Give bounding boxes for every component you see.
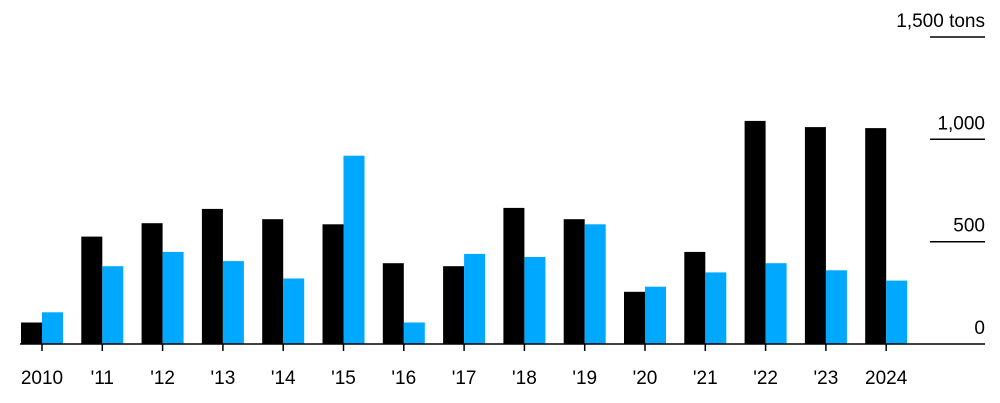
bar-series-1-12 [744, 120, 766, 345]
y-tick-label: 1,500 tons [896, 11, 985, 32]
bar-series-2-2 [162, 251, 184, 344]
bar-series-1-11 [684, 251, 706, 344]
bars-group [21, 120, 908, 345]
bar-series-1-6 [382, 263, 404, 344]
bar-series-2-7 [464, 253, 486, 344]
bar-series-1-4 [262, 219, 284, 344]
bar-series-1-8 [503, 207, 525, 344]
bar-series-1-3 [201, 208, 223, 344]
x-tick-label: '23 [814, 368, 839, 389]
bar-series-2-8 [524, 257, 546, 344]
x-tick-label: '16 [391, 368, 416, 389]
bar-series-2-13 [825, 270, 847, 344]
bar-series-1-7 [443, 266, 465, 344]
x-tick-label: '12 [150, 368, 175, 389]
bar-series-2-1 [102, 266, 124, 344]
x-tick-label: '13 [211, 368, 236, 389]
bar-series-1-10 [624, 291, 645, 344]
bar-series-1-14 [865, 128, 887, 344]
x-tick-label: '22 [753, 368, 778, 389]
bar-series-2-12 [765, 263, 787, 344]
x-tick-label: '20 [633, 368, 658, 389]
bar-series-2-6 [403, 322, 425, 344]
x-tick-label: 2024 [865, 368, 908, 389]
bar-series-2-5 [343, 155, 365, 344]
bar-series-1-1 [81, 236, 103, 344]
bar-series-2-9 [584, 224, 606, 344]
bar-series-2-14 [886, 280, 908, 344]
x-tick-label: '14 [271, 368, 296, 389]
x-tick-label: 2010 [21, 368, 63, 389]
bar-series-1-2 [141, 223, 163, 344]
bar-series-2-0 [42, 312, 63, 344]
bar-series-1-13 [804, 127, 826, 344]
y-tick-labels-group: 0 500 1,000 1,500 tons [896, 11, 985, 339]
x-tick-label: '18 [512, 368, 537, 389]
y-tick-label: 1,000 [937, 113, 985, 134]
bar-series-1-5 [322, 224, 344, 344]
x-tick-label: '11 [91, 368, 114, 389]
y-tick-label: 0 [974, 318, 985, 339]
bar-series-2-3 [222, 261, 244, 344]
bar-series-2-11 [705, 272, 727, 344]
y-tick-lines-group [930, 36, 985, 243]
x-tick-labels-group: 2010 '11 '12 '13 '14 '15 '16 '17 '18 '19 '20 '21 '22… [21, 368, 908, 389]
y-tick-label: 500 [953, 216, 985, 237]
bar-series-1-9 [563, 219, 585, 344]
x-ticks-group [41, 344, 887, 351]
y-axis: 0 500 1,000 1,500 tons [896, 11, 985, 339]
x-tick-label: '17 [452, 368, 477, 389]
bar-series-2-4 [283, 278, 305, 344]
bar-series-2-10 [645, 286, 666, 344]
x-axis: 2010 '11 '12 '13 '14 '15 '16 '17 '18 '19 '20 '21 '22… [20, 343, 985, 389]
x-tick-label: '15 [331, 368, 356, 389]
x-tick-label: '19 [572, 368, 597, 389]
x-tick-label: '21 [693, 368, 718, 389]
bar-series-1-0 [21, 322, 42, 344]
